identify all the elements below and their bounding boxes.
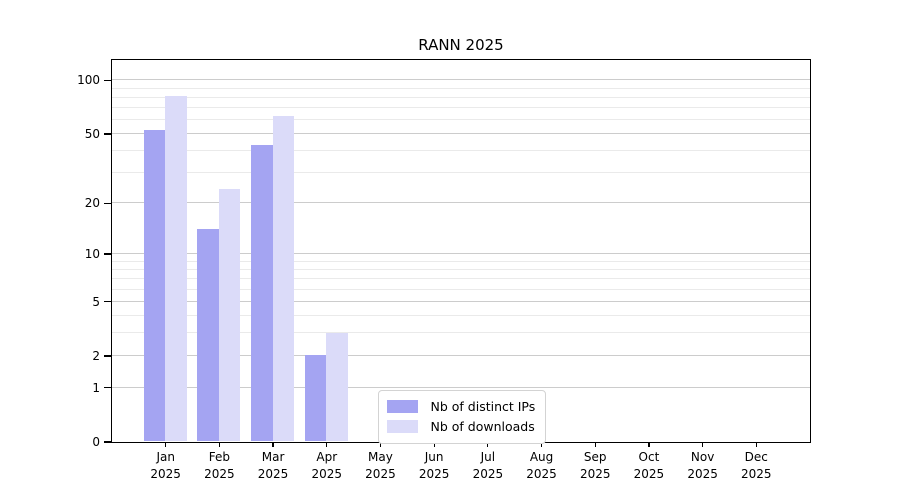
chart-title: RANN 2025: [418, 36, 504, 54]
y-tick: [104, 300, 112, 303]
x-tick-label: Jul 2025: [472, 450, 504, 481]
gridline-major: [111, 354, 810, 356]
bar-downloads: [326, 332, 348, 442]
gridline-minor: [111, 268, 810, 270]
x-tick: [540, 442, 543, 447]
x-tick-label: Nov 2025: [687, 450, 718, 481]
gridline-minor: [111, 96, 810, 98]
gridline-minor: [111, 278, 810, 280]
x-tick-label: Aug 2025: [526, 450, 557, 481]
y-tick: [104, 253, 112, 255]
x-tick-label: Dec 2025: [741, 450, 772, 481]
y-tick-label: 20: [84, 196, 100, 211]
gridline-major: [111, 132, 810, 134]
bar-distinct-ips: [251, 144, 273, 442]
x-tick: [701, 442, 704, 447]
legend-label-downloads: Nb of downloads: [430, 419, 535, 434]
gridline-minor: [111, 332, 810, 334]
x-tick: [487, 442, 489, 447]
gridline-major: [111, 386, 810, 388]
y-tick: [104, 202, 112, 205]
gridline-minor: [111, 171, 810, 173]
bar-downloads: [272, 115, 295, 442]
y-tick: [104, 355, 112, 357]
y-tick-label: 100: [77, 73, 100, 88]
x-tick: [648, 442, 650, 447]
gridline-minor: [111, 106, 810, 108]
x-tick: [218, 442, 221, 447]
x-tick: [433, 442, 435, 447]
legend-item-downloads: Nb of downloads: [386, 417, 536, 437]
y-tick-label: 1: [92, 380, 100, 395]
x-tick: [165, 442, 167, 447]
bar-downloads: [218, 189, 241, 442]
y-tick: [104, 441, 112, 443]
bar-downloads: [165, 96, 187, 442]
x-tick: [272, 442, 274, 447]
gridline-minor: [111, 260, 810, 262]
x-tick-label: May 2025: [365, 450, 396, 481]
gridline-minor: [111, 314, 810, 316]
legend-label-distinct-ips: Nb of distinct IPs: [430, 399, 536, 414]
x-tick-label: Apr 2025: [311, 450, 343, 481]
bar-distinct-ips: [143, 130, 166, 442]
x-tick: [755, 442, 757, 447]
gridline-major: [111, 253, 810, 255]
y-tick: [104, 133, 112, 135]
x-tick-label: Oct 2025: [633, 450, 665, 481]
legend-swatch-distinct-ips: [386, 400, 418, 413]
x-tick-label: Feb 2025: [204, 450, 235, 481]
x-tick: [379, 442, 382, 447]
gridline-major: [111, 79, 810, 81]
legend-item-distinct-ips: Nb of distinct IPs: [386, 397, 536, 417]
y-tick-label: 10: [84, 247, 100, 262]
y-tick-label: 5: [92, 294, 100, 309]
bar-distinct-ips: [197, 229, 219, 442]
y-tick-label: 50: [84, 126, 100, 141]
gridline-major: [111, 202, 810, 204]
gridline-minor: [111, 288, 810, 290]
x-tick: [594, 442, 596, 447]
gridline-minor: [111, 87, 810, 89]
gridline-minor: [111, 150, 810, 152]
x-tick-label: Mar 2025: [257, 450, 289, 481]
bar-distinct-ips: [304, 355, 327, 442]
legend-swatch-downloads: [386, 420, 418, 433]
gridline-minor: [111, 118, 810, 120]
gridline-major: [111, 300, 810, 302]
y-tick-label: 0: [92, 435, 100, 449]
y-tick: [104, 79, 112, 82]
plot-area: Nb of distinct IPs Nb of downloads: [110, 58, 811, 444]
x-tick-label: Sep 2025: [579, 450, 611, 481]
legend: Nb of distinct IPs Nb of downloads: [377, 389, 547, 444]
x-tick-label: Jun 2025: [418, 450, 450, 481]
x-tick-label: Jan 2025: [150, 450, 181, 481]
x-tick: [326, 442, 328, 447]
y-tick: [104, 387, 112, 389]
y-tick-label: 2: [92, 348, 100, 363]
